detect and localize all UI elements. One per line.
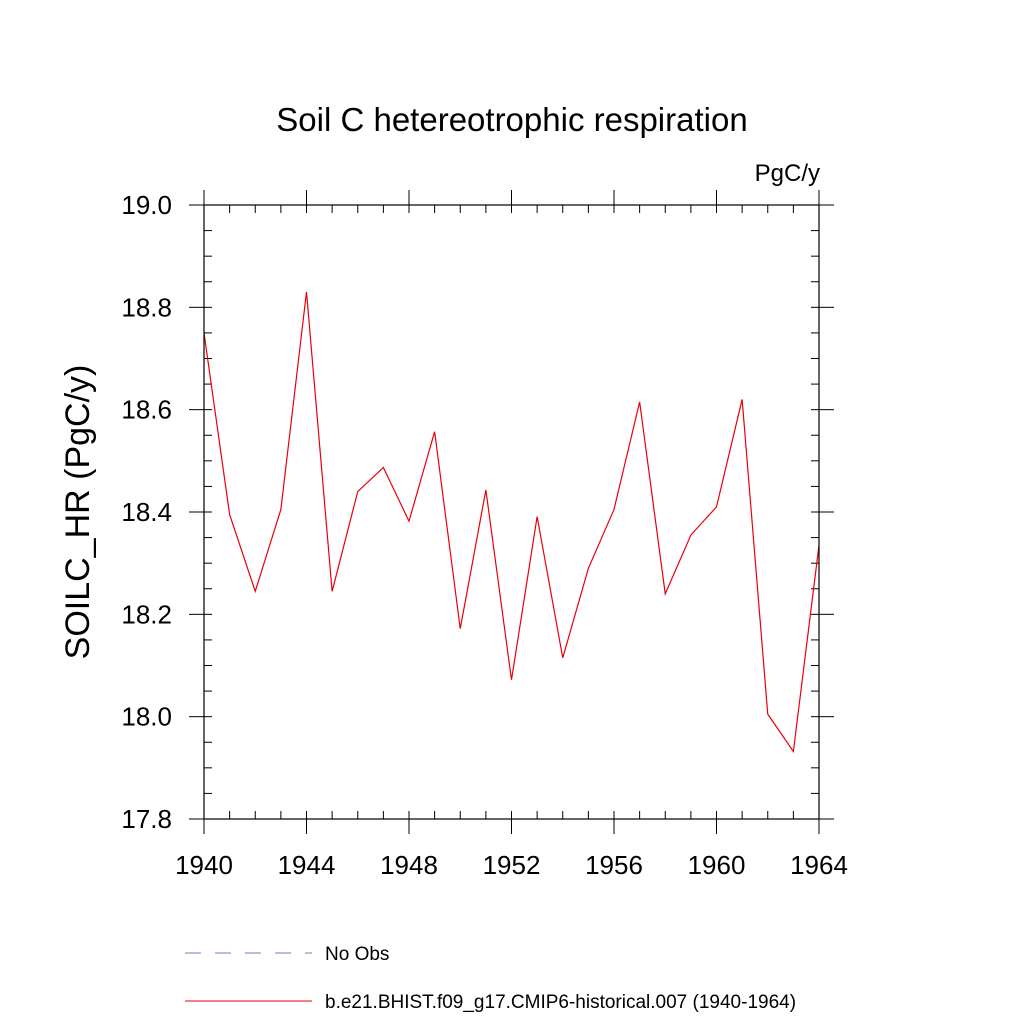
x-tick-label: 1948 <box>380 850 438 880</box>
y-tick-label: 18.6 <box>121 395 172 425</box>
major-ticks <box>189 190 834 834</box>
y-tick-label: 18.8 <box>121 292 172 322</box>
legend-label-model: b.e21.BHIST.f09_g17.CMIP6-historical.007… <box>325 992 796 1013</box>
y-tick-label: 19.0 <box>121 190 172 220</box>
units-label: PgC/y <box>755 160 820 187</box>
y-tick-label: 18.4 <box>121 497 172 527</box>
series-lines <box>203 291 820 754</box>
x-tick-labels: 1940 1944 1948 1952 1956 1960 1964 <box>175 850 848 880</box>
x-tick-label: 1956 <box>585 850 643 880</box>
legend-label-no-obs: No Obs <box>325 944 389 965</box>
x-tick-label: 1944 <box>278 850 336 880</box>
x-tick-label: 1940 <box>175 850 233 880</box>
plot-frame <box>203 204 820 820</box>
chart-title: Soil C hetereotrophic respiration <box>276 101 747 138</box>
series-line <box>203 291 820 754</box>
y-tick-labels: 17.8 18.0 18.2 18.4 18.6 18.8 19.0 <box>121 190 172 834</box>
y-tick-label: 18.0 <box>121 702 172 732</box>
x-tick-label: 1960 <box>688 850 746 880</box>
y-tick-label: 17.8 <box>121 804 172 834</box>
x-tick-label: 1952 <box>483 850 541 880</box>
x-tick-label: 1964 <box>790 850 848 880</box>
legend: No Obs b.e21.BHIST.f09_g17.CMIP6-histori… <box>185 944 796 1013</box>
y-axis-label: SOILC_HR (PgC/y) <box>59 365 97 660</box>
y-tick-label: 18.2 <box>121 599 172 629</box>
